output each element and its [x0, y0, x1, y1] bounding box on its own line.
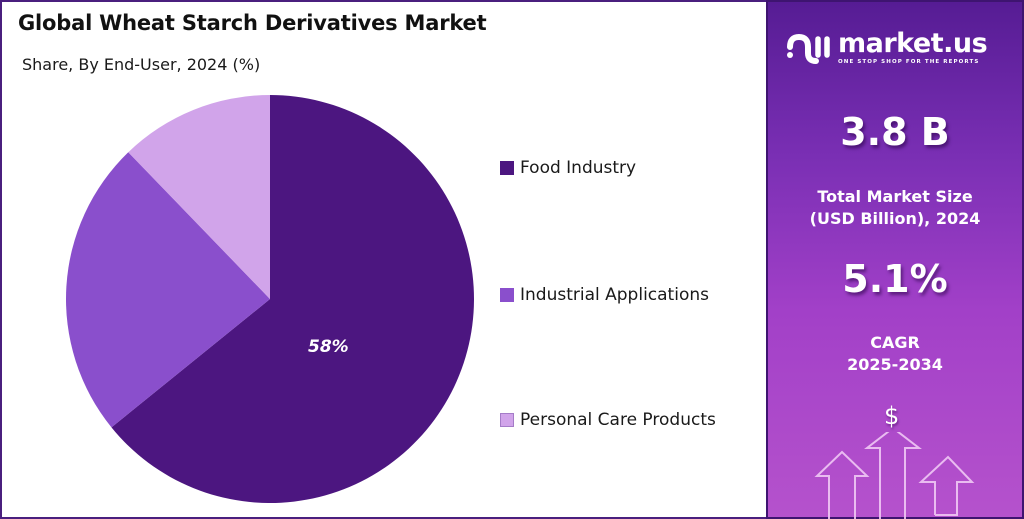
pie-slice-personal-care-products[interactable]	[128, 95, 270, 299]
legend-label: Personal Care Products	[520, 410, 716, 430]
brand-tagline: ONE STOP SHOP FOR THE REPORTS	[838, 59, 980, 65]
legend-item-personal-care-products[interactable]: Personal Care Products	[500, 410, 716, 430]
chart-title: Global Wheat Starch Derivatives Market	[18, 11, 487, 35]
cagr-caption-line1: CAGR	[870, 333, 920, 352]
pie-slice-food-industry[interactable]	[111, 95, 474, 503]
brand-logo[interactable]: market.us ONE STOP SHOP FOR THE REPORTS	[786, 28, 988, 66]
pie-slice-industrial-applications[interactable]	[65, 152, 270, 428]
legend-item-industrial-applications[interactable]: Industrial Applications	[500, 285, 709, 305]
brand-name: market.us	[838, 28, 988, 59]
legend-item-food-industry[interactable]: Food Industry	[500, 158, 636, 178]
cagr-caption-line2: 2025-2034	[847, 355, 943, 374]
chart-subtitle: Share, By End-User, 2024 (%)	[22, 55, 261, 74]
cagr-value: 5.1%	[842, 257, 948, 301]
pie-chart-svg	[65, 95, 474, 503]
pie-slice-label-food-industry: 58%	[308, 337, 349, 357]
summary-panel: market.us ONE STOP SHOP FOR THE REPORTS …	[766, 0, 1024, 519]
legend-swatch-icon	[500, 288, 514, 302]
legend-swatch-icon	[500, 161, 514, 175]
market-us-logo-icon	[787, 33, 830, 64]
market-size-caption: Total Market Size (USD Billion), 2024	[768, 186, 1022, 230]
cagr-caption: CAGR 2025-2034	[768, 332, 1022, 376]
growth-arrows-icon	[814, 432, 975, 519]
legend-label: Industrial Applications	[520, 285, 709, 305]
chart-panel: Global Wheat Starch Derivatives Market S…	[0, 0, 768, 519]
market-size-value: 3.8 B	[840, 110, 950, 154]
pie-chart: 58%	[62, 94, 482, 514]
legend-label: Food Industry	[520, 158, 637, 178]
dollar-icon: $	[884, 402, 900, 430]
legend-swatch-icon	[500, 413, 514, 427]
market-size-caption-line2: (USD Billion), 2024	[809, 209, 981, 228]
market-size-caption-line1: Total Market Size	[817, 187, 973, 206]
